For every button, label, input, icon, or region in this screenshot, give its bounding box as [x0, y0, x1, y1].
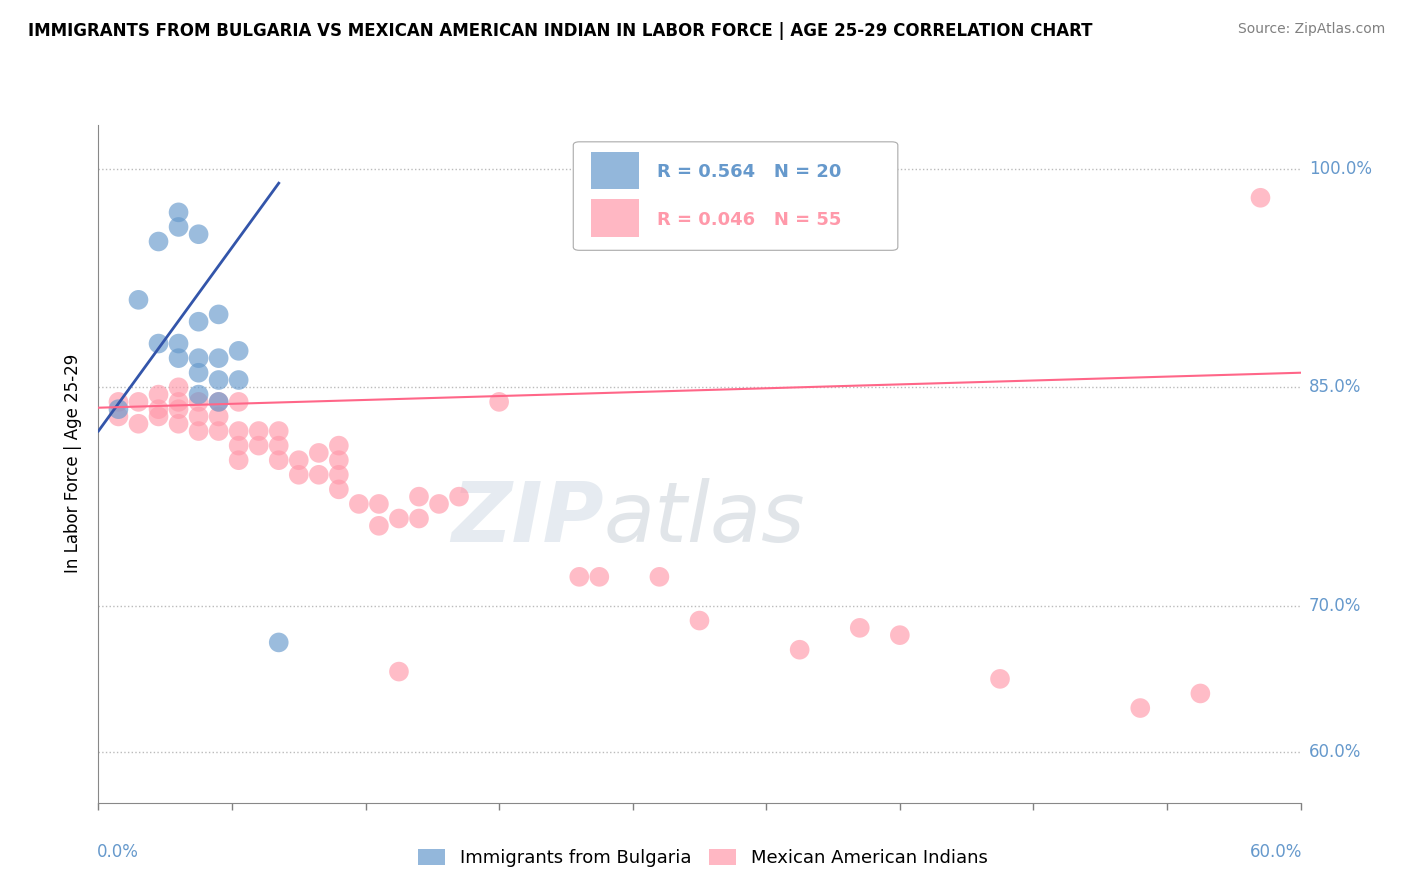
Point: [789, 642, 811, 657]
Point: [228, 424, 250, 438]
Text: Source: ZipAtlas.com: Source: ZipAtlas.com: [1237, 22, 1385, 37]
Point: [408, 490, 430, 504]
Text: ZIP: ZIP: [451, 477, 603, 558]
Point: [187, 424, 209, 438]
Point: [288, 467, 311, 482]
Text: atlas: atlas: [603, 477, 806, 558]
Point: [388, 511, 411, 525]
Point: [568, 570, 591, 584]
Text: 70.0%: 70.0%: [1309, 597, 1361, 615]
Text: IMMIGRANTS FROM BULGARIA VS MEXICAN AMERICAN INDIAN IN LABOR FORCE | AGE 25-29 C: IMMIGRANTS FROM BULGARIA VS MEXICAN AMER…: [28, 22, 1092, 40]
Text: R = 0.564   N = 20: R = 0.564 N = 20: [658, 163, 842, 181]
Point: [427, 497, 450, 511]
Point: [167, 395, 190, 409]
Point: [187, 351, 209, 366]
Point: [148, 387, 170, 401]
Point: [228, 453, 250, 467]
Point: [247, 439, 270, 453]
Point: [688, 614, 710, 628]
Point: [208, 409, 231, 424]
Point: [228, 395, 250, 409]
Point: [167, 219, 190, 234]
Point: [328, 453, 350, 467]
Point: [1189, 686, 1212, 700]
Point: [328, 467, 350, 482]
Point: [167, 402, 190, 417]
Point: [128, 293, 150, 307]
Point: [889, 628, 911, 642]
Text: 0.0%: 0.0%: [97, 844, 139, 862]
Point: [247, 424, 270, 438]
Bar: [592, 152, 640, 189]
Legend: Immigrants from Bulgaria, Mexican American Indians: Immigrants from Bulgaria, Mexican Americ…: [411, 841, 995, 874]
Point: [148, 336, 170, 351]
Point: [208, 395, 231, 409]
FancyBboxPatch shape: [574, 142, 898, 251]
Point: [267, 424, 290, 438]
Point: [128, 417, 150, 431]
Text: 60.0%: 60.0%: [1250, 844, 1302, 862]
Point: [308, 446, 330, 460]
Point: [107, 395, 129, 409]
Point: [328, 439, 350, 453]
Bar: [592, 200, 640, 236]
Point: [128, 395, 150, 409]
Point: [167, 336, 190, 351]
Point: [308, 467, 330, 482]
Point: [267, 439, 290, 453]
Point: [228, 343, 250, 358]
Point: [267, 635, 290, 649]
Point: [267, 453, 290, 467]
Point: [167, 205, 190, 219]
Text: R = 0.046   N = 55: R = 0.046 N = 55: [658, 211, 842, 228]
Point: [107, 402, 129, 417]
Point: [167, 351, 190, 366]
Point: [167, 380, 190, 394]
Point: [988, 672, 1011, 686]
Point: [488, 395, 510, 409]
Point: [107, 409, 129, 424]
Point: [187, 227, 209, 242]
Point: [849, 621, 872, 635]
Point: [288, 453, 311, 467]
Text: 85.0%: 85.0%: [1309, 378, 1361, 396]
Point: [1129, 701, 1152, 715]
Point: [148, 235, 170, 249]
Point: [208, 395, 231, 409]
Point: [228, 439, 250, 453]
Point: [187, 366, 209, 380]
Point: [208, 373, 231, 387]
Point: [368, 518, 391, 533]
Point: [148, 402, 170, 417]
Point: [167, 417, 190, 431]
Point: [228, 373, 250, 387]
Point: [208, 424, 231, 438]
Point: [208, 351, 231, 366]
Point: [187, 409, 209, 424]
Point: [328, 483, 350, 497]
Point: [1250, 191, 1272, 205]
Point: [208, 307, 231, 321]
Text: 60.0%: 60.0%: [1309, 743, 1361, 761]
Point: [187, 395, 209, 409]
Point: [648, 570, 671, 584]
Point: [187, 315, 209, 329]
Point: [388, 665, 411, 679]
Point: [347, 497, 370, 511]
Y-axis label: In Labor Force | Age 25-29: In Labor Force | Age 25-29: [65, 354, 83, 574]
Point: [148, 409, 170, 424]
Point: [447, 490, 470, 504]
Point: [187, 387, 209, 401]
Point: [408, 511, 430, 525]
Point: [368, 497, 391, 511]
Text: 100.0%: 100.0%: [1309, 160, 1372, 178]
Point: [588, 570, 610, 584]
